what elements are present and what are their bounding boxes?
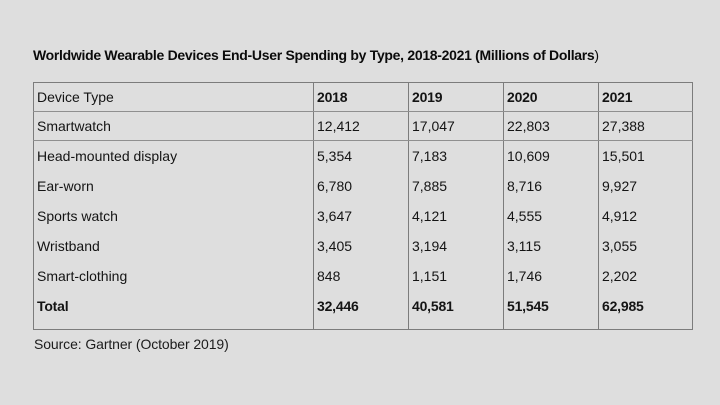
row-label: Head-mounted display <box>33 140 314 171</box>
table-row-sports-watch: Sports watch 3,647 4,121 4,555 4,912 <box>33 200 693 231</box>
cell-value: 3,055 <box>598 230 693 261</box>
cell-value: 8,716 <box>503 170 599 201</box>
column-header-2020: 2020 <box>503 82 599 112</box>
cell-value: 1,151 <box>408 260 504 291</box>
cell-value: 3,115 <box>503 230 599 261</box>
row-label: Wristband <box>33 230 314 261</box>
cell-value-total: 32,446 <box>313 290 409 330</box>
cell-value: 848 <box>313 260 409 291</box>
cell-value: 12,412 <box>313 111 409 141</box>
cell-value: 10,609 <box>503 140 599 171</box>
page-title-closing-paren: ) <box>594 47 599 63</box>
cell-value-total: 40,581 <box>408 290 504 330</box>
spending-table: Device Type 2018 2019 2020 2021 Smartwat… <box>33 82 693 330</box>
row-label-total: Total <box>33 290 314 330</box>
cell-value: 2,202 <box>598 260 693 291</box>
cell-value: 27,388 <box>598 111 693 141</box>
column-header-device-type: Device Type <box>33 82 314 112</box>
table-row-wristband: Wristband 3,405 3,194 3,115 3,055 <box>33 230 693 261</box>
page-title: Worldwide Wearable Devices End-User Spen… <box>33 47 599 63</box>
column-header-2021: 2021 <box>598 82 693 112</box>
cell-value: 3,194 <box>408 230 504 261</box>
table-row-smartwatch: Smartwatch 12,412 17,047 22,803 27,388 <box>33 111 693 141</box>
cell-value: 7,885 <box>408 170 504 201</box>
cell-value: 22,803 <box>503 111 599 141</box>
table-header-row: Device Type 2018 2019 2020 2021 <box>33 82 693 112</box>
cell-value: 15,501 <box>598 140 693 171</box>
column-header-2018: 2018 <box>313 82 409 112</box>
row-label: Smartwatch <box>33 111 314 141</box>
cell-value: 1,746 <box>503 260 599 291</box>
cell-value: 4,912 <box>598 200 693 231</box>
table-row-head-mounted-display: Head-mounted display 5,354 7,183 10,609 … <box>33 140 693 171</box>
cell-value: 4,555 <box>503 200 599 231</box>
source-attribution: Source: Gartner (October 2019) <box>34 336 229 352</box>
cell-value-total: 62,985 <box>598 290 693 330</box>
row-label: Smart-clothing <box>33 260 314 291</box>
cell-value: 6,780 <box>313 170 409 201</box>
page-title-bold-text: Worldwide Wearable Devices End-User Spen… <box>33 47 595 63</box>
cell-value: 3,405 <box>313 230 409 261</box>
row-label: Ear-worn <box>33 170 314 201</box>
cell-value: 4,121 <box>408 200 504 231</box>
cell-value: 17,047 <box>408 111 504 141</box>
cell-value: 5,354 <box>313 140 409 171</box>
cell-value: 9,927 <box>598 170 693 201</box>
table-row-total: Total 32,446 40,581 51,545 62,985 <box>33 290 693 330</box>
cell-value: 3,647 <box>313 200 409 231</box>
table-row-smart-clothing: Smart-clothing 848 1,151 1,746 2,202 <box>33 260 693 291</box>
table-row-ear-worn: Ear-worn 6,780 7,885 8,716 9,927 <box>33 170 693 201</box>
cell-value: 7,183 <box>408 140 504 171</box>
cell-value-total: 51,545 <box>503 290 599 330</box>
column-header-2019: 2019 <box>408 82 504 112</box>
row-label: Sports watch <box>33 200 314 231</box>
